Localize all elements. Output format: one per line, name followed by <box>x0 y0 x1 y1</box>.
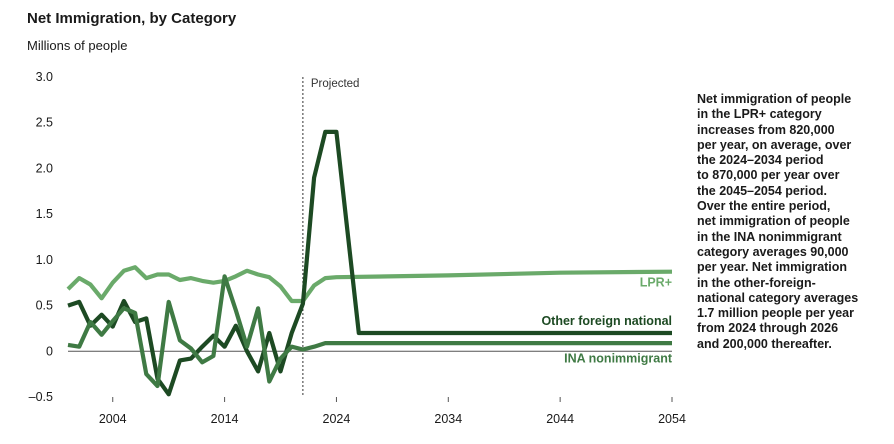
annotation-note: Net immigration of people in the LPR+ ca… <box>697 92 859 351</box>
y-tick-label: 0.5 <box>36 299 53 313</box>
series-line-ina-nonimmigrant <box>67 274 672 389</box>
y-axis-unit-label: Millions of people <box>27 38 128 53</box>
x-tick-label: 2044 <box>546 412 574 426</box>
y-tick-label: –0.5 <box>29 390 53 404</box>
y-tick-label: 2.5 <box>36 116 53 130</box>
x-tick-label: 2034 <box>434 412 462 426</box>
y-tick-label: 1.5 <box>36 207 53 221</box>
series-label-other-foreign-national: Other foreign national <box>541 314 672 328</box>
x-tick-label: 2014 <box>211 412 239 426</box>
x-tick-label: 2004 <box>99 412 127 426</box>
y-tick-label: 3.0 <box>36 70 53 84</box>
y-axis: 3.0 2.5 2.0 1.5 1.0 0.5 0 –0.5 <box>29 70 53 404</box>
y-tick-label: 0 <box>46 344 53 358</box>
chart-title: Net Immigration, by Category <box>27 10 237 27</box>
series-group <box>66 129 673 397</box>
series-labels: LPR+ Other foreign national INA nonimmigra… <box>541 276 672 366</box>
series-label-ina-nonimmigrant: INA nonimmigrant <box>564 352 673 366</box>
y-tick-label: 2.0 <box>36 161 53 175</box>
x-tick-label: 2054 <box>658 412 686 426</box>
x-tick-label: 2024 <box>323 412 351 426</box>
series-line-lpr- <box>66 265 673 304</box>
series-line-other-foreign-national <box>67 129 672 397</box>
projected-label: Projected <box>311 78 360 90</box>
x-axis: 2004 2014 2024 2034 2044 2054 <box>99 397 686 426</box>
y-tick-label: 1.0 <box>36 253 53 267</box>
series-label-lpr-: LPR+ <box>640 276 672 290</box>
